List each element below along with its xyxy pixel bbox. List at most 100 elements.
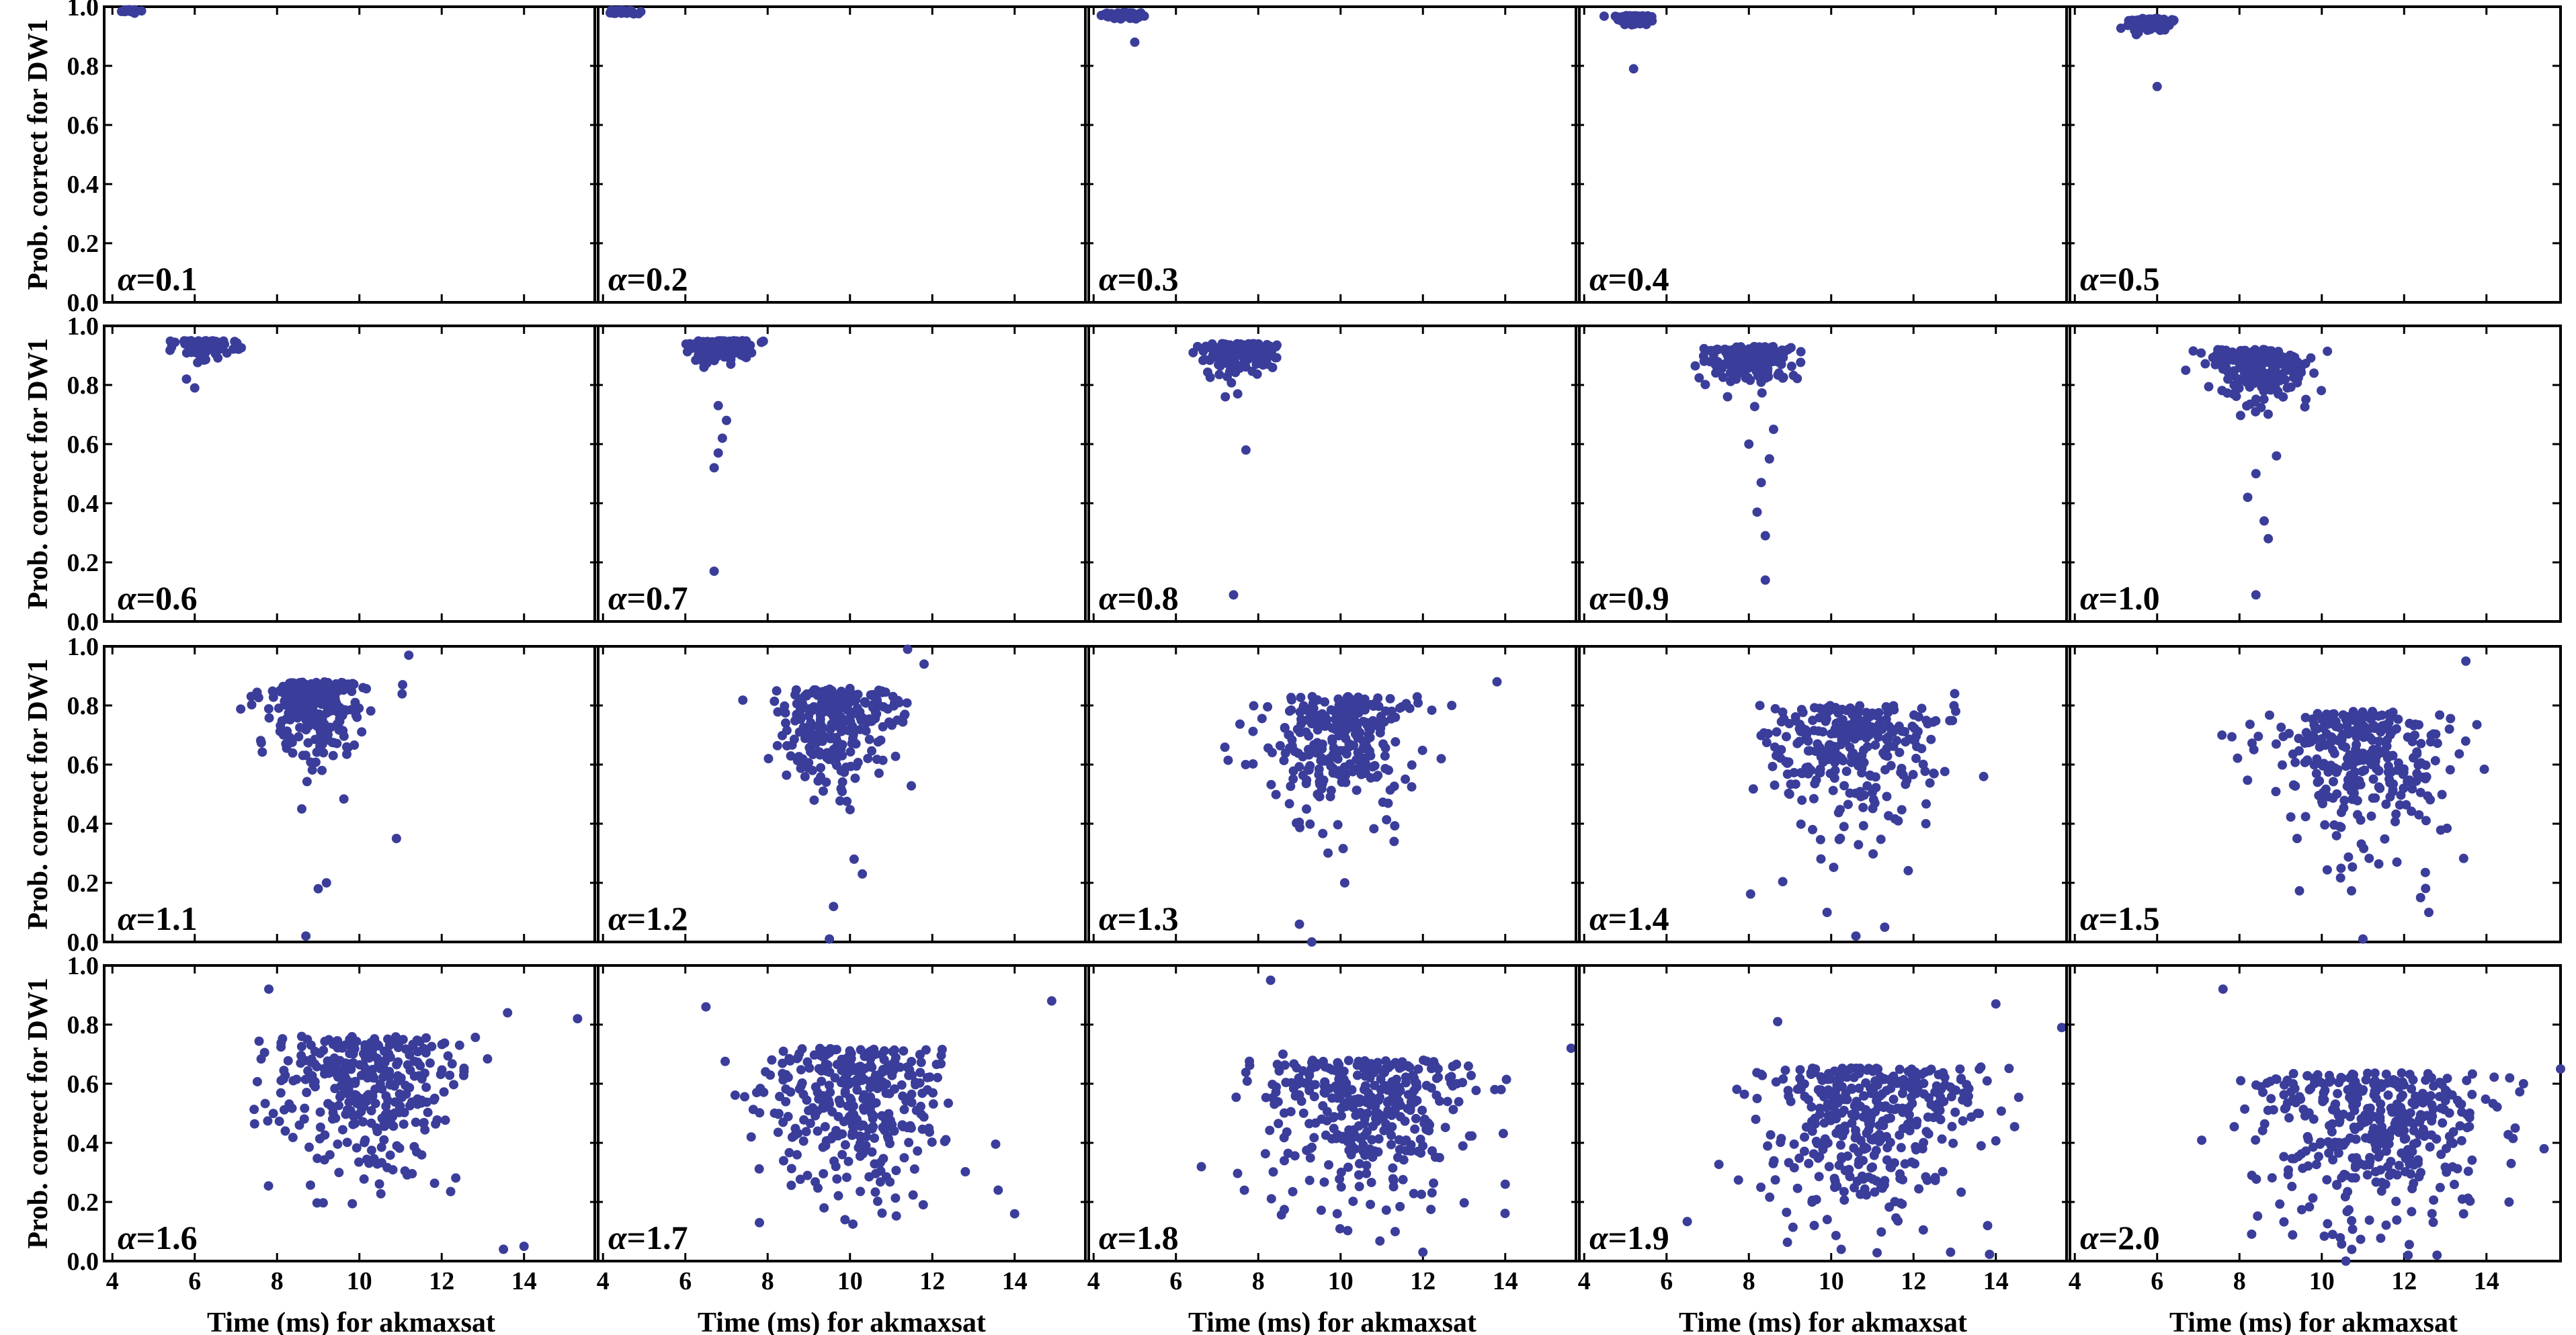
data-point	[2308, 1193, 2318, 1203]
data-point	[181, 374, 192, 384]
data-point	[840, 1215, 850, 1225]
alpha-symbol: α	[1589, 579, 1609, 617]
alpha-label: α=1.4	[1589, 900, 1669, 937]
x-tick-label: 8	[1252, 1267, 1265, 1295]
data-point	[2318, 1096, 2328, 1107]
data-point	[2301, 394, 2311, 404]
x-tick-label: 4	[1087, 1267, 1100, 1295]
data-point	[1279, 1108, 1289, 1118]
data-point	[2504, 1197, 2514, 1207]
data-point	[1296, 714, 1306, 724]
data-point	[1868, 1162, 1878, 1172]
data-point	[2412, 747, 2422, 757]
data-point	[1841, 767, 1852, 777]
data-point	[1797, 769, 1807, 779]
data-point	[1819, 1092, 1829, 1102]
alpha-symbol: α	[608, 260, 628, 298]
data-point	[1407, 760, 1417, 770]
data-point	[1792, 1183, 1802, 1193]
data-point	[902, 1062, 912, 1072]
data-point	[1323, 848, 1333, 858]
y-tick-label: 0.2	[67, 869, 99, 898]
data-point	[1214, 344, 1224, 354]
data-point	[429, 1095, 439, 1105]
data-point	[1832, 1181, 1842, 1191]
data-point	[1336, 1111, 1346, 1121]
panel-frame	[1575, 5, 2071, 304]
data-point	[1341, 1078, 1352, 1088]
data-point	[890, 751, 901, 761]
data-point	[2375, 1113, 2385, 1123]
data-point	[1803, 762, 1813, 772]
data-point	[1304, 750, 1314, 760]
data-point	[1778, 877, 1788, 887]
data-point	[837, 740, 847, 750]
data-point	[1885, 1074, 1895, 1084]
data-point	[1837, 1064, 1847, 1074]
data-point	[1838, 736, 1848, 746]
data-point	[1368, 1121, 1378, 1131]
data-point	[612, 6, 622, 16]
data-point	[1352, 1070, 1362, 1080]
data-point	[232, 338, 242, 348]
data-point	[2239, 368, 2249, 378]
data-point	[804, 734, 814, 744]
data-point	[2359, 843, 2369, 853]
data-point	[871, 709, 881, 720]
data-point	[2321, 784, 2331, 794]
alpha-label: α=0.8	[1099, 579, 1179, 617]
data-point	[1931, 716, 1941, 726]
data-point	[848, 1101, 858, 1111]
data-point	[292, 1074, 302, 1084]
data-point	[1354, 1097, 1364, 1107]
data-point	[1779, 714, 1789, 724]
data-point	[2438, 1118, 2448, 1128]
data-point	[312, 687, 322, 697]
data-point	[404, 650, 414, 660]
data-point	[1803, 746, 1813, 756]
alpha-value: =1.3	[1118, 900, 1179, 937]
alpha-value: =0.1	[136, 260, 198, 298]
data-point	[439, 1087, 449, 1097]
alpha-value: =0.6	[136, 579, 198, 617]
data-point	[1768, 761, 1778, 771]
data-point	[360, 1135, 370, 1146]
data-point	[416, 1098, 426, 1108]
data-point	[1318, 1056, 1328, 1066]
data-point	[1280, 722, 1290, 732]
data-point	[1362, 1168, 1372, 1178]
data-point	[1325, 1084, 1335, 1094]
data-point	[839, 1074, 849, 1084]
data-point	[1829, 862, 1839, 872]
data-point	[1763, 728, 1773, 738]
data-point	[1870, 740, 1880, 750]
data-point	[2231, 391, 2241, 401]
data-point	[2227, 732, 2237, 742]
data-point	[307, 698, 317, 708]
data-point	[1867, 710, 1877, 720]
data-point	[1751, 365, 1761, 375]
data-point	[2308, 1142, 2318, 1152]
data-point	[1807, 1117, 1817, 1127]
data-point	[399, 1119, 409, 1129]
alpha-value: =0.4	[1608, 260, 1669, 298]
data-point	[1713, 345, 1723, 355]
data-point	[2467, 1155, 2477, 1165]
data-point	[1348, 1128, 1358, 1138]
data-point	[304, 1142, 315, 1152]
data-point	[1370, 1108, 1380, 1118]
data-point	[1893, 816, 1903, 826]
data-point	[2364, 853, 2374, 863]
data-point	[843, 1156, 854, 1166]
data-point	[252, 1076, 262, 1086]
data-point	[1110, 13, 1120, 23]
data-point	[2364, 1215, 2374, 1225]
data-point	[339, 705, 349, 715]
data-point	[1306, 719, 1317, 729]
data-point	[811, 685, 821, 695]
data-point	[1333, 694, 1343, 704]
data-point	[2458, 853, 2468, 863]
data-point	[1809, 1149, 1819, 1159]
data-point	[1855, 701, 1865, 711]
data-point	[2328, 1155, 2338, 1165]
